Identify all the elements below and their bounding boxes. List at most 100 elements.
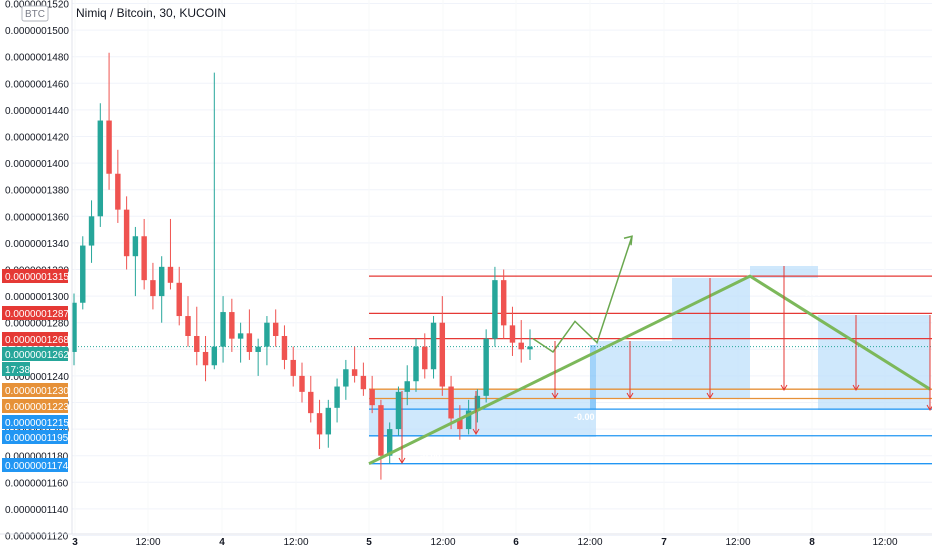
price-badge-label: 0.0000001215	[5, 418, 69, 429]
range-zone	[369, 411, 596, 437]
y-tick-label: 0.0000001420	[5, 133, 69, 144]
measure-arrowhead	[780, 384, 788, 391]
range-zone-marker	[590, 345, 596, 409]
x-tick-label: 12:00	[725, 537, 750, 548]
candle-body	[141, 236, 147, 281]
candle-body	[395, 391, 402, 430]
candle-body	[404, 381, 410, 392]
trendline	[368, 274, 931, 466]
price-badge	[2, 458, 68, 472]
price-badge	[2, 399, 68, 413]
x-tick-label: 12:00	[135, 537, 160, 548]
x-tick-label: 12:00	[430, 537, 455, 548]
drawings: -0.00 -0.00 0.00	[368, 235, 932, 466]
x-tick-label: 12:00	[283, 537, 308, 548]
candle-body	[518, 342, 524, 350]
candle-body	[176, 282, 182, 317]
candle-body	[167, 266, 174, 283]
candle-body	[71, 302, 77, 352]
y-tick-label: 0.0000001520	[5, 0, 69, 11]
y-axis-panel	[0, 0, 72, 534]
measure-arrowhead	[706, 392, 714, 399]
x-tick-label: 7	[661, 537, 667, 548]
candlesticks	[71, 52, 533, 480]
y-tick-label: 0.0000001500	[5, 26, 69, 37]
candle-body	[430, 322, 437, 370]
currency-box	[21, 5, 49, 22]
y-axis: 0.0000001520 0.0000001500 0.0000001480 0.00…	[0, 0, 73, 543]
candle-body	[334, 386, 340, 408]
price-badge	[2, 383, 68, 397]
measure-arrowhead	[551, 392, 559, 399]
candle-body	[448, 386, 454, 419]
range-zone	[596, 341, 672, 398]
candle-body	[465, 410, 472, 430]
candle-body	[229, 312, 235, 339]
price-badge-label: 0.0000001262	[5, 350, 69, 361]
x-axis: 3 12:00 4 12:00 5 12:00 6 12:00 7 12:00 8 12:00	[0, 533, 932, 548]
projection-path	[532, 236, 633, 353]
candle-body	[237, 333, 244, 339]
y-tick-label: 0.0000001360	[5, 212, 69, 223]
price-badge	[2, 269, 68, 283]
price-badge	[2, 347, 68, 361]
x-tick-label: 12:00	[577, 537, 602, 548]
measure-arrowhead	[398, 457, 406, 464]
y-tick-label: 0.0000001280	[5, 319, 69, 330]
candle-body	[106, 120, 112, 174]
y-tick-label: 0.0000001440	[5, 106, 69, 117]
y-tick-label: 0.0000001160	[5, 478, 69, 489]
range-label: 0.00	[804, 288, 822, 298]
candle-body	[422, 346, 428, 370]
price-badge-label: 0.0000001315	[5, 272, 69, 283]
candle-body	[211, 346, 218, 366]
price-badges: 0.0000001315 0.0000001287 0.0000001268 0.00…	[2, 269, 69, 472]
y-tick-label: 0.0000001180	[5, 452, 69, 463]
candle-body	[308, 391, 314, 414]
candle-body	[132, 236, 139, 257]
candle-body	[360, 375, 367, 390]
measure-arrowhead	[852, 384, 860, 391]
horizontal-levels	[72, 275, 932, 465]
measure-arrowhead	[626, 392, 634, 399]
candle-body	[439, 322, 446, 387]
price-badge	[2, 415, 68, 429]
candle-body	[527, 346, 533, 350]
price-badge-label: 0.0000001195	[5, 433, 69, 444]
candle-body	[378, 405, 384, 456]
x-tick-label: 3	[72, 537, 78, 548]
y-tick-label: 0.0000001300	[5, 292, 69, 303]
y-tick-label: 0.0000001480	[5, 53, 69, 64]
y-tick-label: 0.0000001240	[5, 372, 69, 383]
candle-body	[272, 322, 279, 336]
price-badge-label: 0.0000001174	[5, 461, 69, 472]
candle-body	[500, 280, 507, 326]
candle-body	[351, 369, 358, 376]
price-badge-label: 17:38	[5, 365, 30, 376]
candle-body	[246, 333, 253, 352]
range-zones	[369, 266, 930, 437]
x-tick-label: 8	[809, 537, 815, 548]
price-badge-label: 0.0000001223	[5, 402, 69, 413]
candle-body	[413, 346, 419, 382]
candle-body	[386, 429, 393, 456]
candle-body	[255, 346, 261, 352]
price-badge	[2, 332, 68, 346]
candle-body	[299, 375, 305, 392]
candle-body	[264, 322, 270, 347]
range-zone	[369, 390, 596, 411]
candle-body	[316, 413, 323, 435]
candle-body	[369, 389, 375, 406]
candle-body	[185, 316, 191, 336]
candle-body	[80, 245, 86, 303]
y-tick-label: 0.0000001340	[5, 239, 69, 250]
candle-body	[158, 266, 165, 297]
candle-body	[123, 209, 130, 257]
range-label: -0.00	[420, 451, 441, 461]
candle-body	[509, 325, 516, 343]
measure-arrowhead	[472, 428, 480, 435]
y-tick-label: 0.0000001120	[5, 532, 69, 543]
price-badge-label: 0.0000001268	[5, 335, 69, 346]
